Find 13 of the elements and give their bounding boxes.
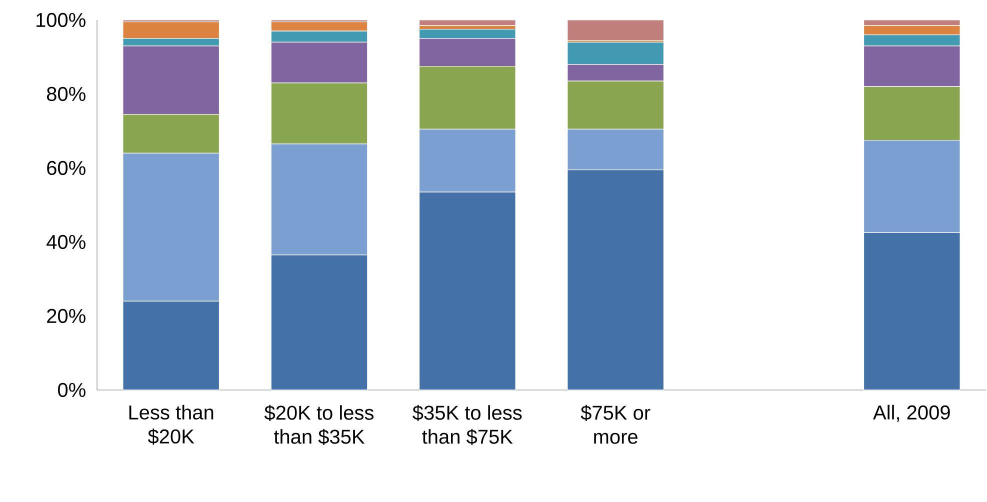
y-tick-label: 100% [36,12,86,28]
x-tick-label: $20K to less than $35K [264,404,374,446]
y-tick-label: 80% [46,86,86,102]
x-tick-label: $75K or more [580,404,650,444]
x-tick-label: Less than $20K [129,404,214,445]
x-tick-label: All, 2009 [873,404,950,422]
y-tick-label: 0% [58,382,86,398]
y-tick-label: 20% [47,308,86,324]
x-tick-label: $35K to less than $75K [412,404,522,446]
y-tick-label: 60% [47,160,86,176]
bar [567,20,664,41]
bar [418,20,516,26]
y-tick-label: 40% [46,234,86,250]
